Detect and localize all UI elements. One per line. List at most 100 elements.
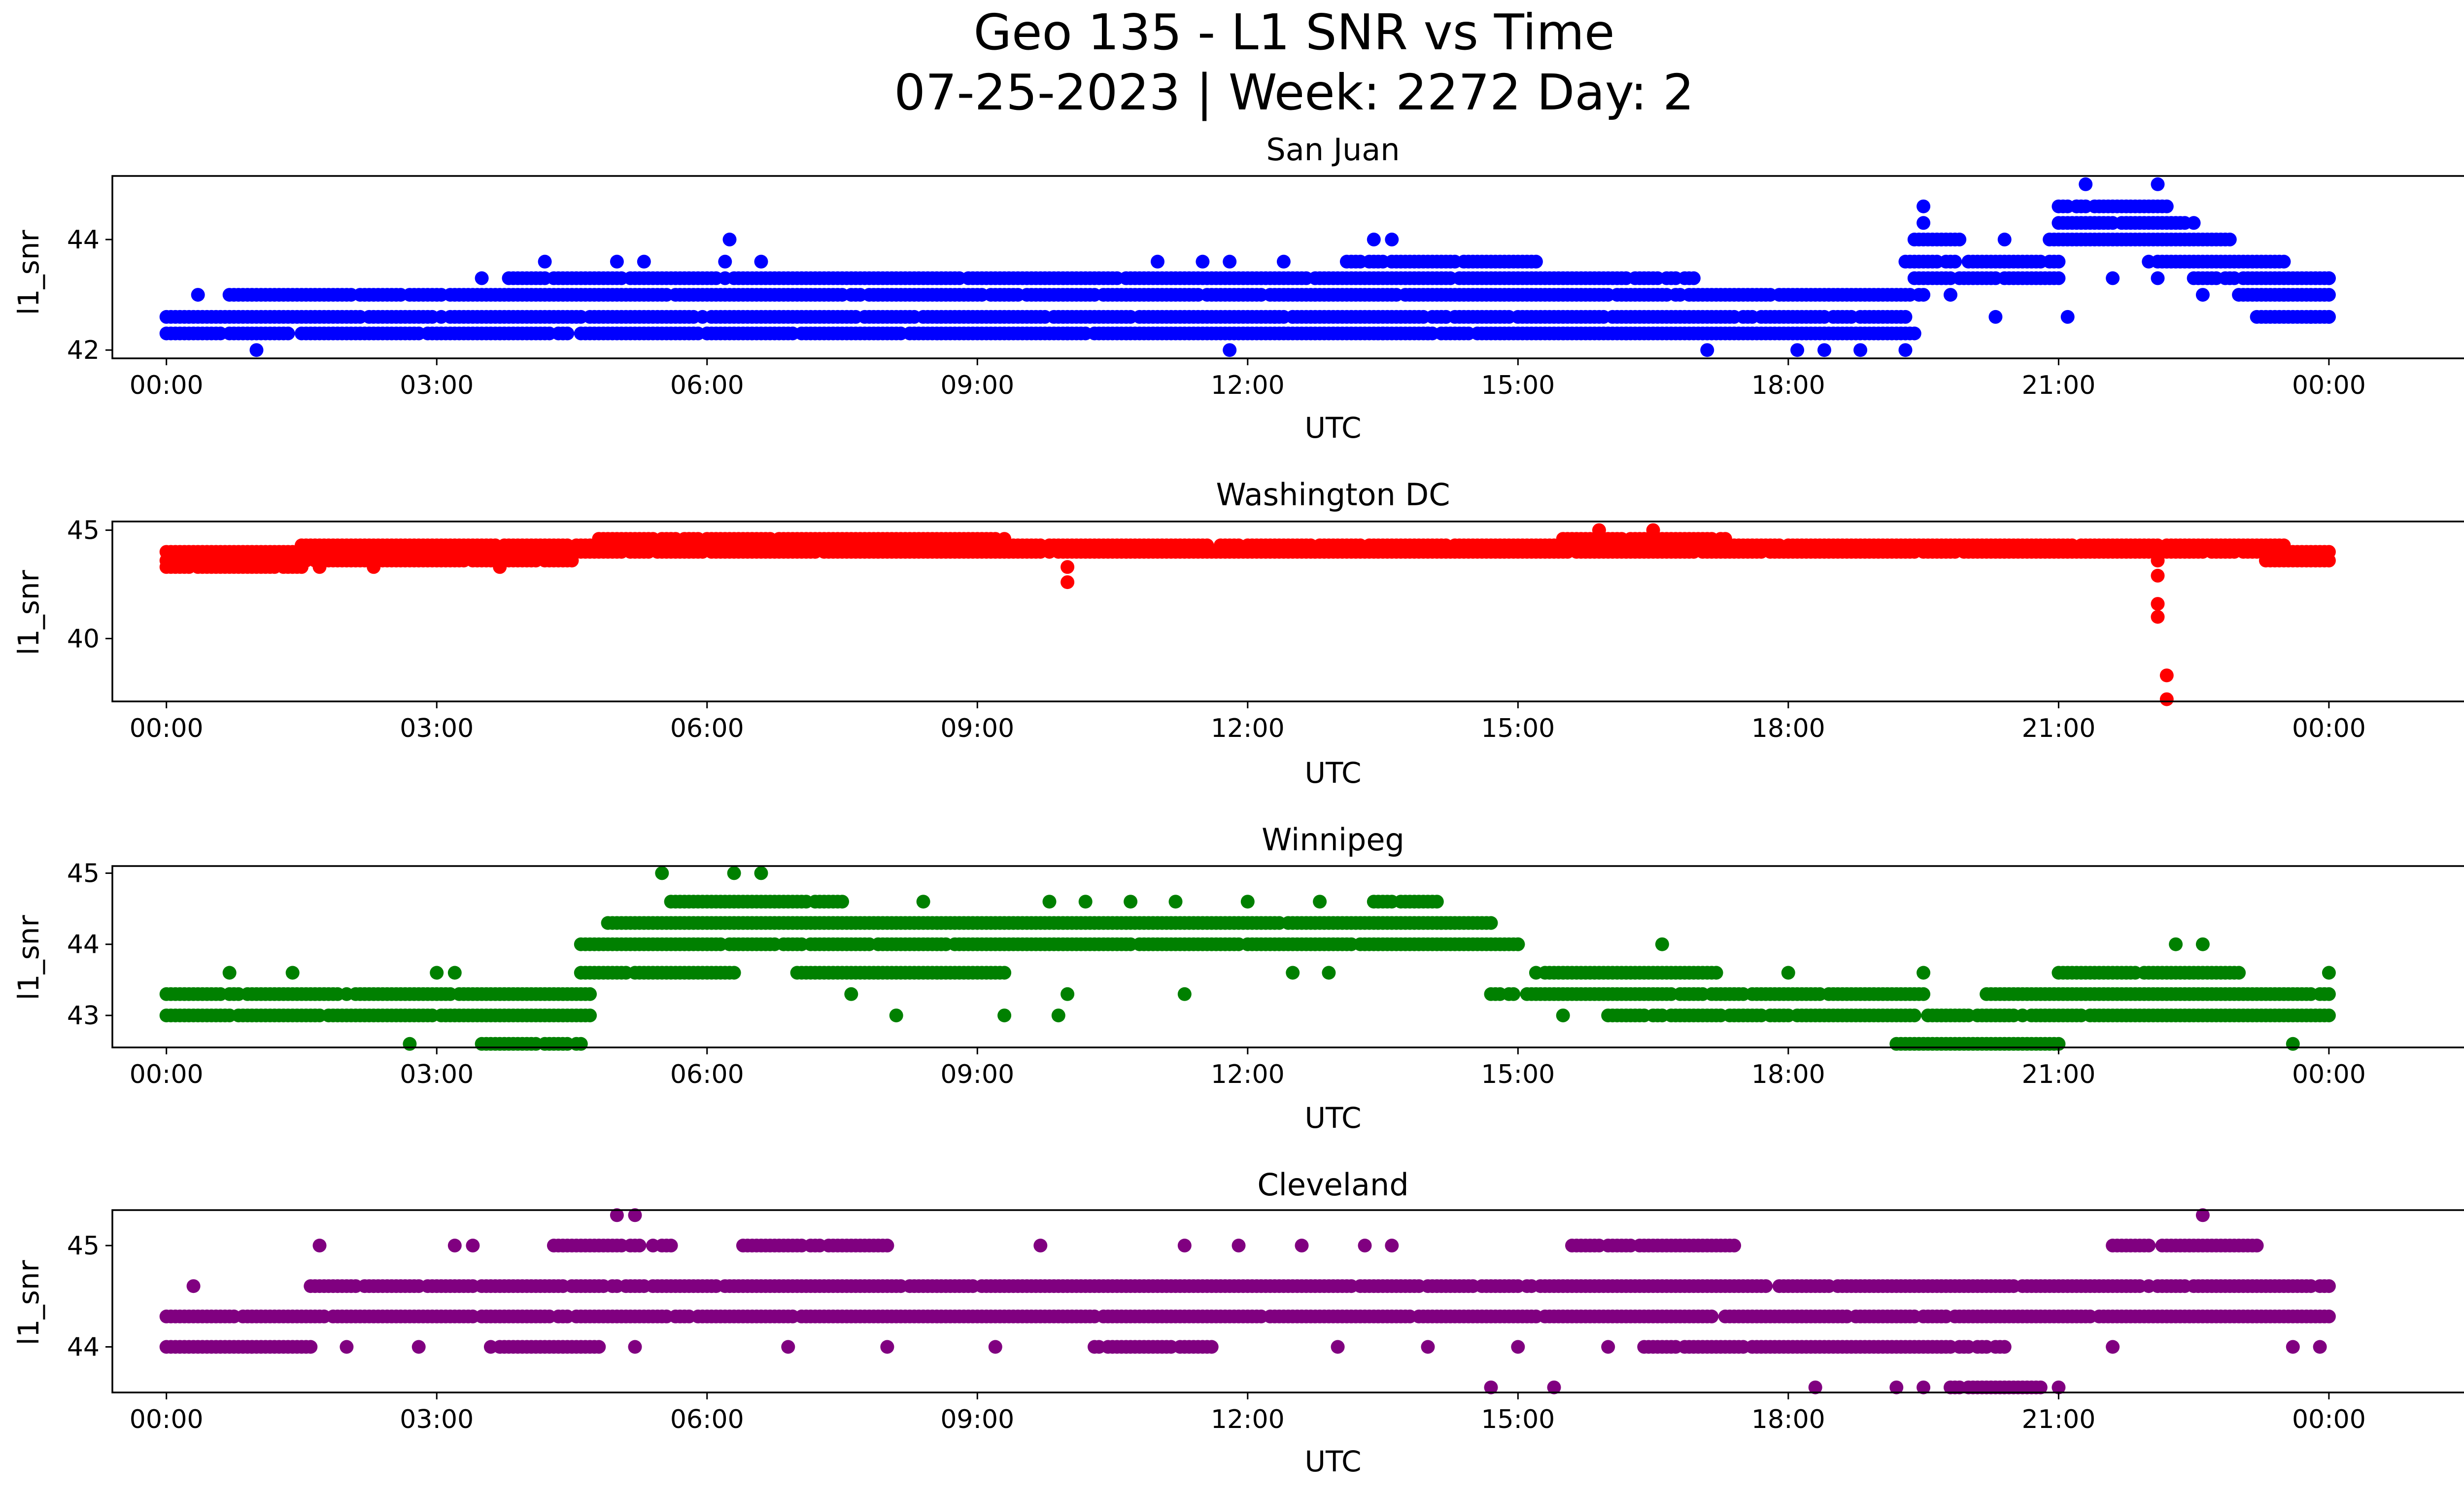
data-band-44 bbox=[1088, 1340, 1219, 1354]
x-tick-label: 09:00 bbox=[940, 714, 1014, 743]
data-point bbox=[2232, 966, 2246, 980]
data-point bbox=[1916, 199, 1931, 213]
x-tick-label: 09:00 bbox=[940, 1060, 1014, 1089]
data-point bbox=[1286, 310, 1300, 324]
data-point bbox=[249, 343, 264, 357]
data-point bbox=[610, 254, 624, 269]
data-point bbox=[2322, 545, 2336, 559]
data-band-43-6 bbox=[1529, 966, 1723, 980]
x-tick-label: 12:00 bbox=[1211, 714, 1285, 743]
data-point bbox=[2069, 199, 2084, 213]
data-point bbox=[2187, 216, 2201, 230]
data-point bbox=[2322, 1008, 2336, 1023]
data-point bbox=[655, 866, 669, 880]
data-point bbox=[1240, 895, 1255, 909]
data-point bbox=[1952, 232, 1967, 246]
data-point bbox=[430, 966, 444, 980]
data-point bbox=[1511, 937, 1525, 951]
data-point bbox=[574, 1037, 588, 1051]
data-point bbox=[1042, 895, 1057, 909]
data-point bbox=[916, 895, 930, 909]
data-point bbox=[1700, 343, 1714, 357]
data-point bbox=[475, 271, 489, 285]
data-point bbox=[1916, 216, 1931, 230]
data-point bbox=[1421, 326, 1435, 341]
x-axis-label: UTC bbox=[1305, 1101, 1362, 1135]
x-tick-label: 18:00 bbox=[1751, 714, 1825, 743]
data-point bbox=[1286, 966, 1300, 980]
data-point bbox=[754, 866, 768, 880]
data-point bbox=[1151, 254, 1164, 269]
x-tick-label: 00:00 bbox=[2292, 714, 2366, 743]
data-band-44-6 bbox=[592, 532, 1012, 546]
data-point bbox=[1385, 232, 1399, 246]
data-point bbox=[1168, 895, 1183, 909]
data-band-43 bbox=[1601, 1008, 2336, 1023]
x-tick-label: 18:00 bbox=[1751, 1060, 1825, 1089]
data-point bbox=[2151, 610, 2165, 624]
x-tick-label: 18:00 bbox=[1751, 371, 1825, 400]
data-point bbox=[1686, 271, 1701, 285]
panel-title: Winnipeg bbox=[1262, 822, 1404, 858]
x-axis-label: UTC bbox=[1305, 1445, 1362, 1478]
data-point bbox=[997, 532, 1012, 546]
y-tick-label: 45 bbox=[67, 516, 100, 546]
data-point bbox=[1997, 1340, 2012, 1354]
data-point bbox=[281, 326, 295, 341]
data-band-43-3 bbox=[502, 271, 1701, 285]
y-tick-label: 43 bbox=[67, 1001, 100, 1031]
data-point bbox=[2322, 1309, 2336, 1323]
data-point bbox=[844, 987, 858, 1001]
data-point bbox=[1916, 966, 1931, 980]
x-tick-label: 15:00 bbox=[1481, 371, 1555, 400]
data-band-42-6 bbox=[1889, 1037, 2066, 1051]
data-band-43-3 bbox=[1484, 987, 1931, 1001]
data-band-44-3 bbox=[601, 916, 1498, 930]
data-point bbox=[2286, 1037, 2300, 1051]
data-point bbox=[1051, 1008, 1065, 1023]
data-band-44-3 bbox=[2052, 216, 2192, 230]
data-point bbox=[997, 966, 1012, 980]
data-point bbox=[1124, 895, 1138, 909]
data-band-43 bbox=[222, 288, 1931, 302]
data-point bbox=[2277, 538, 2291, 553]
data-band-43-3 bbox=[1907, 271, 2066, 285]
axes-frame bbox=[111, 175, 2464, 359]
data-point bbox=[1944, 288, 1957, 302]
data-point bbox=[493, 560, 507, 574]
data-point bbox=[1916, 288, 1931, 302]
data-band-44-6 bbox=[1367, 895, 1444, 909]
data-band-44 bbox=[1637, 1340, 2012, 1354]
data-band-44-6 bbox=[304, 1279, 2336, 1293]
data-point bbox=[2223, 232, 2237, 246]
data-point bbox=[722, 232, 737, 246]
data-point bbox=[727, 866, 741, 880]
data-point bbox=[583, 1008, 597, 1023]
data-point bbox=[637, 326, 651, 341]
x-axis: 00:00 03:00 06:00 09:00 12:00 15:00 18:00 21:00… bbox=[130, 358, 2366, 400]
data-point bbox=[1907, 326, 1921, 341]
data-point bbox=[2151, 271, 2165, 285]
data-point bbox=[1709, 966, 1723, 980]
y-tick-label: 40 bbox=[67, 624, 100, 654]
data-point bbox=[1439, 310, 1453, 324]
plot-area bbox=[159, 177, 2336, 357]
data-point bbox=[2159, 199, 2174, 213]
data-point bbox=[367, 560, 381, 574]
y-tick-label: 44 bbox=[67, 930, 100, 960]
data-point bbox=[2151, 554, 2165, 568]
data-point bbox=[1196, 254, 1210, 269]
data-point bbox=[2277, 254, 2291, 269]
isolated-points bbox=[191, 177, 2336, 357]
data-band-44 bbox=[483, 1340, 606, 1354]
data-point bbox=[1204, 1340, 1219, 1354]
plot-area bbox=[159, 523, 2336, 706]
data-point bbox=[1061, 987, 1075, 1001]
data-point bbox=[2322, 271, 2336, 285]
data-point bbox=[1078, 895, 1093, 909]
y-tick-label: 45 bbox=[67, 859, 100, 888]
data-point bbox=[1061, 326, 1075, 341]
data-point bbox=[2322, 310, 2336, 324]
data-point bbox=[2322, 288, 2336, 302]
